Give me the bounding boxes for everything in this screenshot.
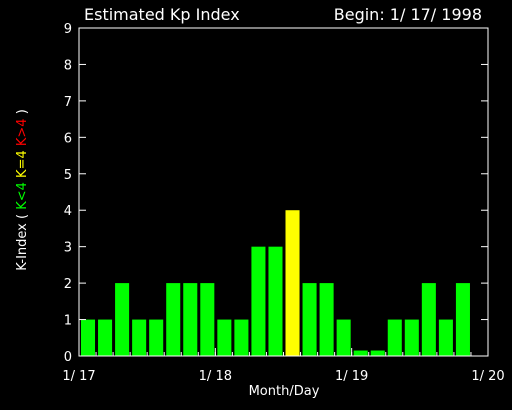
x-tick-label: 1/ 18 bbox=[199, 369, 232, 384]
y-tick-label: 3 bbox=[64, 241, 72, 256]
kp-bar bbox=[251, 246, 266, 356]
y-tick-label: 9 bbox=[64, 22, 72, 37]
kp-bar bbox=[319, 283, 334, 356]
y-tick-label: 6 bbox=[64, 131, 72, 146]
y-tick-label: 5 bbox=[64, 168, 72, 183]
y-tick-label: 8 bbox=[64, 58, 72, 73]
kp-bar bbox=[132, 319, 147, 356]
bar-series bbox=[81, 210, 470, 356]
x-tick-label: 1/ 19 bbox=[335, 369, 368, 384]
kp-bar bbox=[81, 319, 96, 356]
kp-bar bbox=[455, 283, 470, 356]
y-tick-label: 2 bbox=[64, 277, 72, 292]
kp-bar bbox=[370, 350, 385, 356]
kp-bar bbox=[438, 319, 453, 356]
kp-bar bbox=[149, 319, 164, 356]
y-tick-label: 1 bbox=[64, 314, 72, 329]
y-axis-label-part: K<4 bbox=[15, 182, 30, 210]
x-axis-label: Month/Day bbox=[249, 384, 320, 399]
kp-bar bbox=[115, 283, 130, 356]
kp-bar bbox=[387, 319, 402, 356]
y-tick-label: 7 bbox=[64, 95, 72, 110]
kp-bar bbox=[98, 319, 113, 356]
y-axis-label: K-Index ( K<4 K=4 K>4 ) bbox=[15, 109, 30, 271]
kp-bar bbox=[183, 283, 198, 356]
kp-bar bbox=[268, 246, 283, 356]
y-axis-label-part: K=4 bbox=[15, 146, 30, 182]
x-axis-ticks: 1/ 17 1/ 18 1/ 19 1/ 20 bbox=[62, 348, 505, 384]
kp-bar bbox=[217, 319, 232, 356]
kp-bar bbox=[353, 350, 368, 356]
kp-bar bbox=[336, 319, 351, 356]
y-axis-label-part: K>4 bbox=[15, 118, 30, 146]
kp-bar bbox=[234, 319, 249, 356]
y-axis-label-part: ) bbox=[15, 109, 30, 118]
y-axis-label-part: K-Index ( bbox=[15, 210, 30, 271]
kp-bar bbox=[200, 283, 215, 356]
kp-bar bbox=[421, 283, 436, 356]
x-tick-label: 1/ 20 bbox=[471, 369, 504, 384]
kp-bar bbox=[285, 210, 300, 356]
y-tick-label: 0 bbox=[64, 350, 72, 365]
kp-bar bbox=[302, 283, 317, 356]
x-tick-label: 1/ 17 bbox=[62, 369, 95, 384]
chart-begin-date: Begin: 1/ 17/ 1998 bbox=[334, 5, 482, 24]
y-tick-label: 4 bbox=[64, 204, 72, 219]
y-axis-ticks: 0 1 2 3 4 5 6 7 8 9 bbox=[64, 22, 488, 365]
chart-title: Estimated Kp Index bbox=[84, 5, 240, 24]
kp-bar bbox=[404, 319, 419, 356]
kp-bar bbox=[166, 283, 181, 356]
